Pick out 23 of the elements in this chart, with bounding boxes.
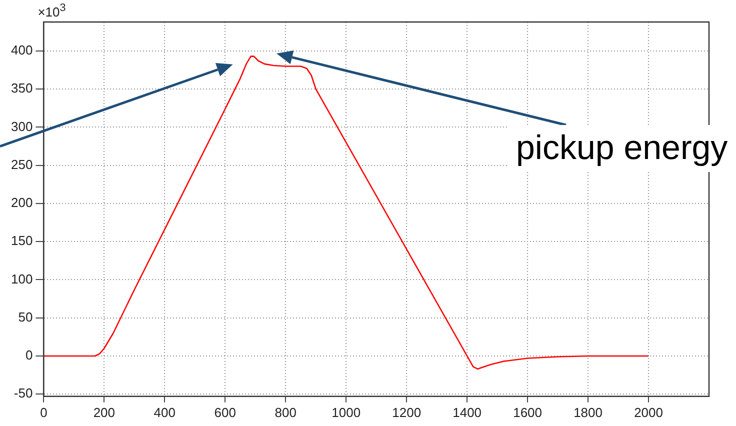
- y-tick-label: 350: [10, 80, 33, 96]
- y-tick-label: 100: [10, 271, 33, 286]
- y-tick-label: 150: [10, 233, 33, 248]
- y-tick-label: -50: [14, 386, 33, 401]
- x-tick-label: 1800: [574, 404, 602, 420]
- y-tick-label: 400: [10, 42, 33, 58]
- y-tick-label: 300: [10, 118, 33, 134]
- x-tick-label: 800: [274, 404, 296, 420]
- x-tick-label: 1200: [392, 404, 422, 420]
- y-tick-label: 50: [18, 309, 33, 324]
- x-tick-label: 400: [154, 404, 176, 420]
- x-tick-label: 1400: [452, 404, 482, 420]
- x-tick-label: 1000: [332, 404, 361, 420]
- x-tick-label: 0: [40, 404, 48, 420]
- y-tick-label: 250: [10, 156, 33, 172]
- x-tick-label: 1600: [513, 404, 542, 420]
- y-tick-label: 200: [10, 195, 33, 210]
- text: ×10$^{3}$: [38, 2, 66, 20]
- x-tick-label: 600: [214, 404, 236, 420]
- x-tick-label: 200: [93, 404, 116, 420]
- y-tick-label: 0: [25, 348, 33, 363]
- x-tick-label: 2000: [634, 404, 663, 420]
- annotation: pickup energy: [508, 125, 736, 172]
